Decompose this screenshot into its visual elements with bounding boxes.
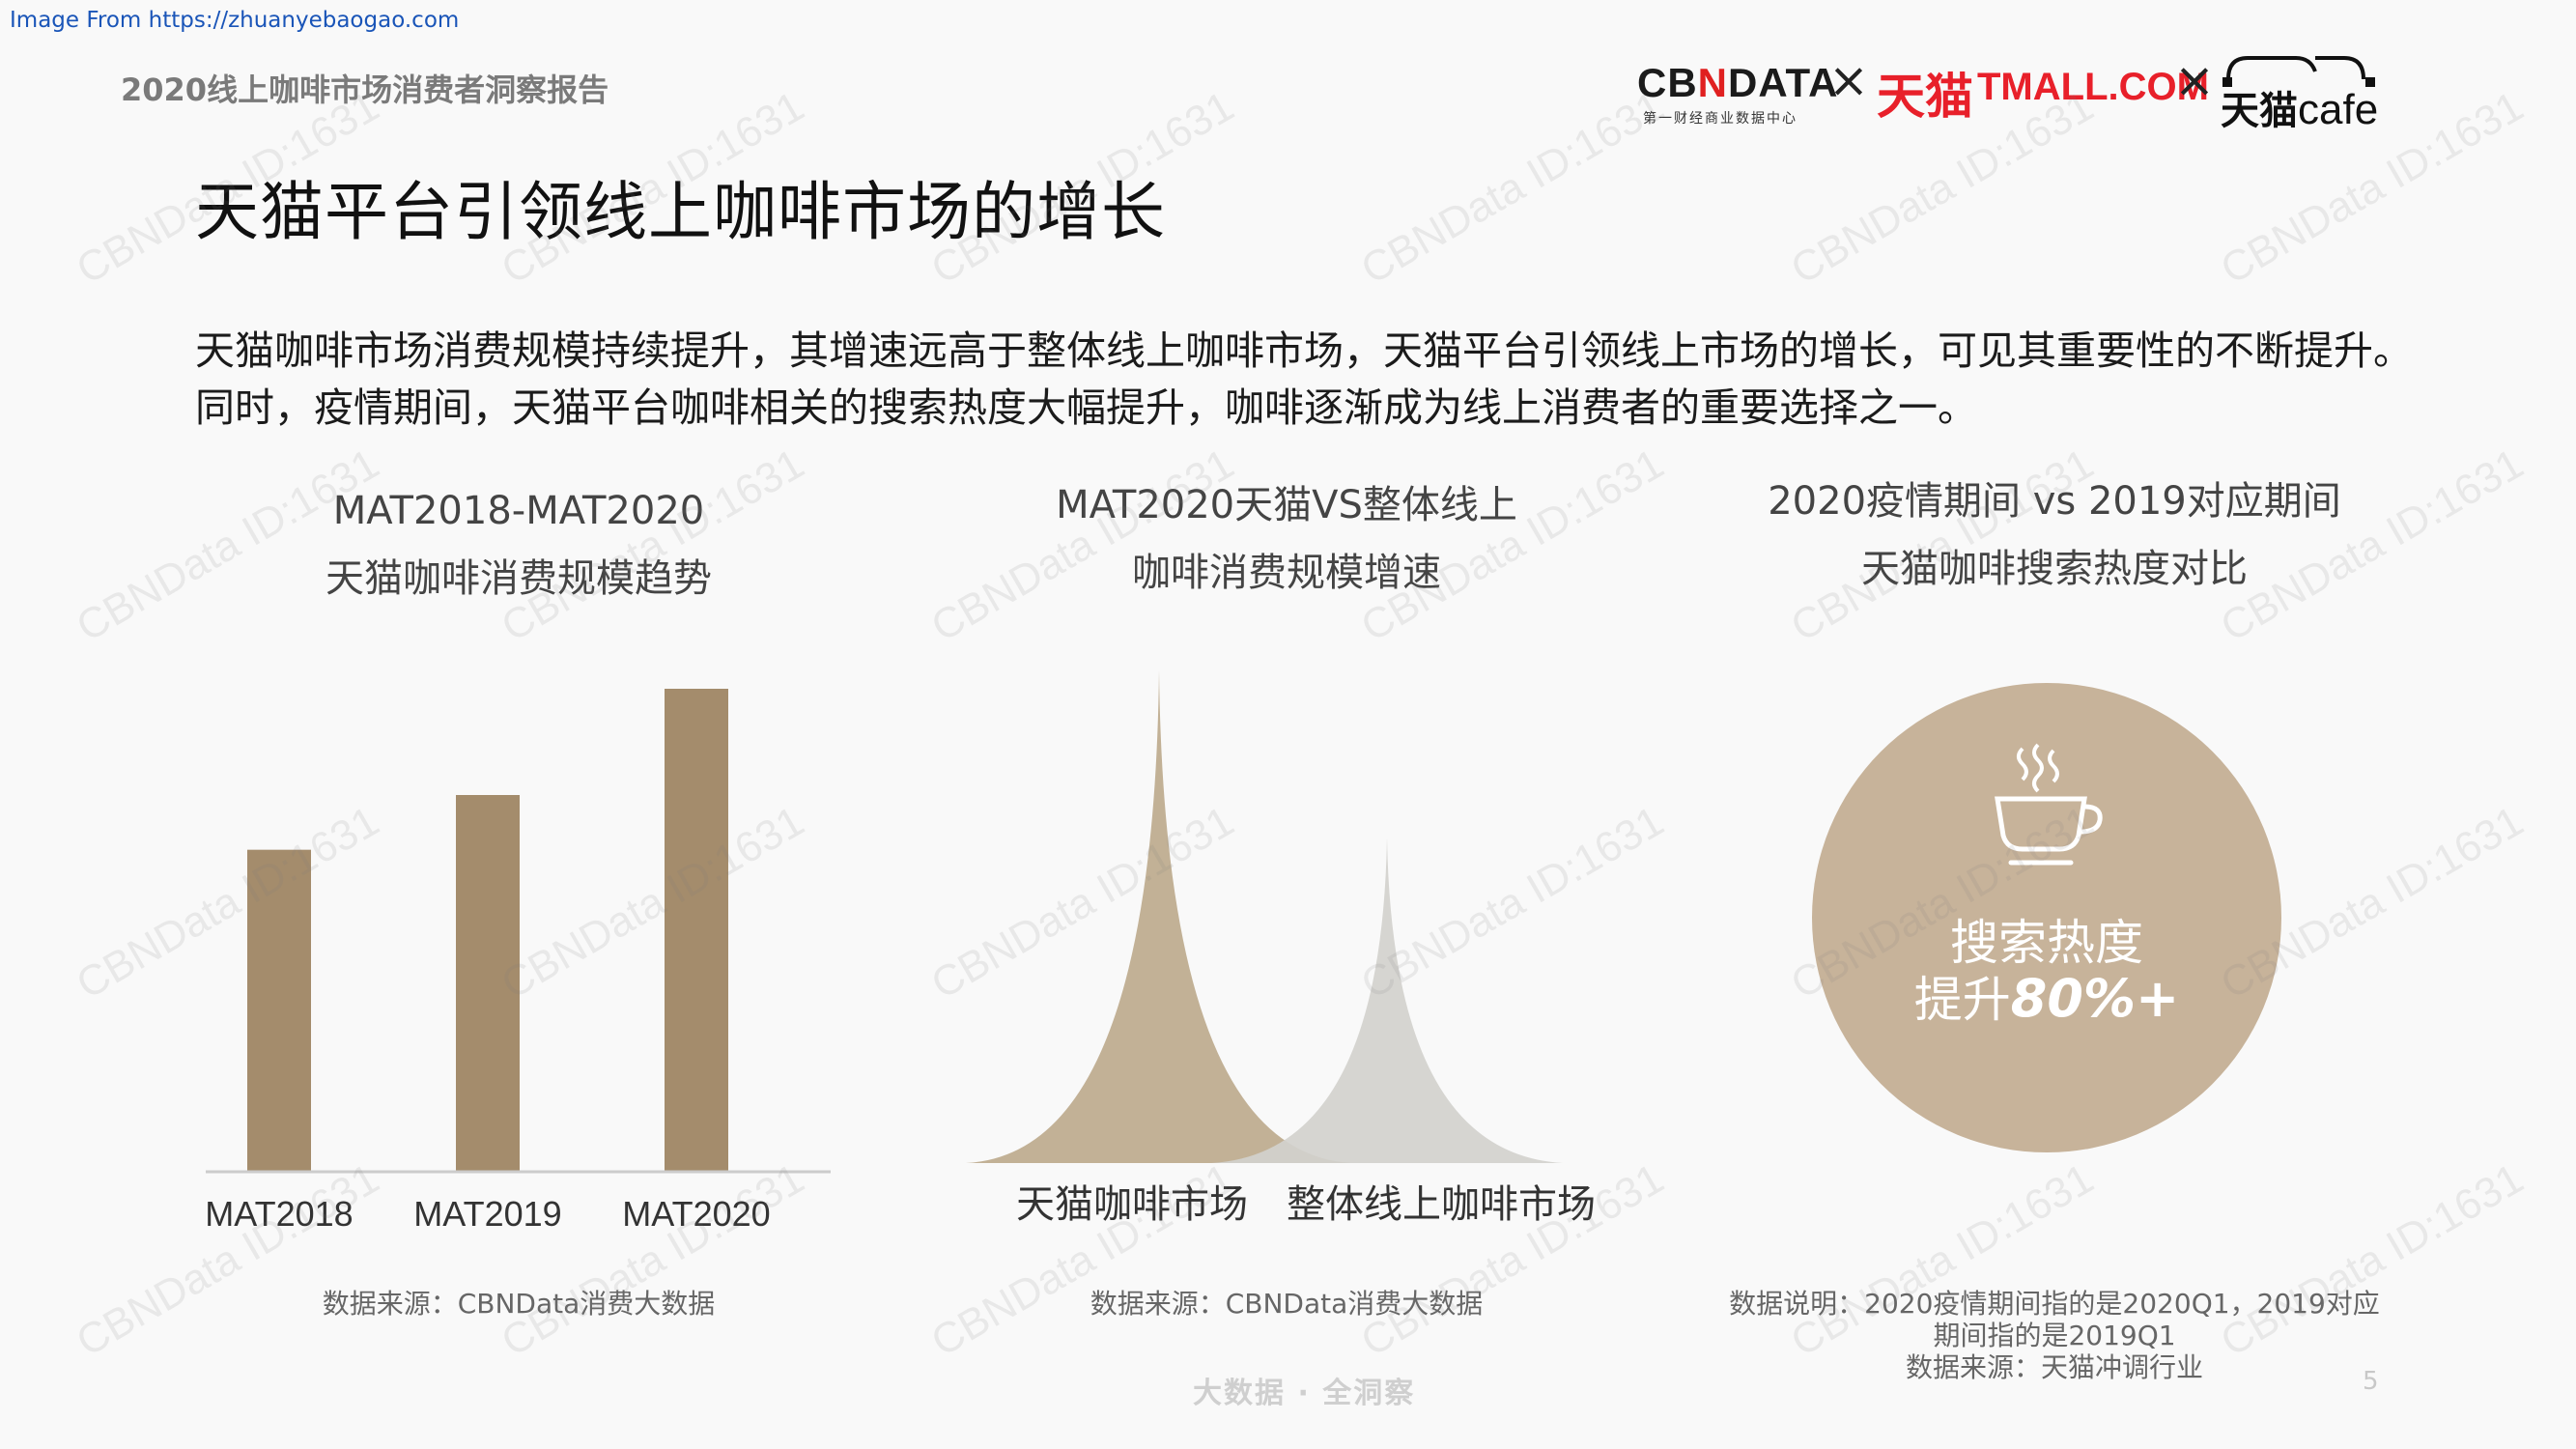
chart1-source: 数据来源：CBNData消费大数据	[322, 1288, 716, 1320]
svg-text:cafe: cafe	[2298, 86, 2378, 133]
bar-mat2018	[247, 849, 311, 1172]
bar-mat2020	[665, 689, 728, 1172]
chart1-title-line2: 天猫咖啡消费规模趋势	[326, 556, 712, 601]
chart1-title: MAT2018-MAT2020 天猫咖啡消费规模趋势	[229, 477, 808, 612]
page-heading: 天猫平台引领线上咖啡市场的增长	[195, 175, 1166, 249]
chart1-title-line1: MAT2018-MAT2020	[332, 489, 705, 533]
chart2-peak-overall	[1211, 838, 1563, 1163]
chart3-title-line2: 天猫咖啡搜索热度对比	[1861, 547, 2248, 591]
report-title: 2020线上咖啡市场消费者洞察报告	[121, 71, 609, 108]
chart1-bar-chart: MAT2018 MAT2019 MAT2020	[205, 689, 831, 1234]
tmall-logo-cn: 天猫	[1877, 69, 1973, 125]
tmall-cafe-logo: 天猫 cafe	[2221, 56, 2378, 133]
circle-label-line1: 搜索热度	[1950, 915, 2143, 971]
circle-label-line2: 提升80%+	[1812, 968, 2281, 1029]
cbndata-logo: CBNDATA	[1637, 60, 1839, 105]
bar-mat2019	[456, 795, 520, 1172]
source-link[interactable]: Image From https://zhuanyebaogao.com	[10, 8, 460, 33]
chart2-title-line2: 咖啡消费规模增速	[1132, 551, 1441, 595]
chart3-note-line1: 数据说明：2020疫情期间指的是2020Q1，2019对应	[1729, 1288, 2380, 1320]
chart2-source: 数据来源：CBNData消费大数据	[1090, 1288, 1484, 1320]
footer-slogan: 大数据 · 全洞察	[1193, 1377, 1416, 1410]
chart3-note-line3: 数据来源：天猫冲调行业	[1905, 1351, 2203, 1383]
watermark: CBNData ID:1631	[1353, 82, 1672, 294]
chart2-peak-chart	[966, 670, 1563, 1163]
intro-paragraph: 天猫咖啡市场消费规模持续提升，其增速远高于整体线上咖啡市场，天猫平台引领线上市场…	[195, 327, 2413, 431]
chart2-label-tmall: 天猫咖啡市场	[1016, 1182, 1248, 1227]
page-number: 5	[2363, 1367, 2379, 1396]
chart2-peak-tmall	[966, 670, 1352, 1163]
bar-label-mat2018: MAT2018	[205, 1194, 353, 1234]
chart3-title: 2020疫情期间 vs 2019对应期间 天猫咖啡搜索热度对比	[1736, 468, 2373, 603]
times-separator-1: ×	[1828, 52, 1869, 108]
tmall-logo-en: TMALL.COM	[1977, 66, 2209, 108]
logo-bar: CBNDATA 第一财经商业数据中心 × 天猫 TMALL.COM × 天猫 c…	[1637, 52, 2400, 137]
circle-label-prefix: 提升	[1913, 972, 2011, 1028]
cbndata-subtitle: 第一财经商业数据中心	[1643, 111, 1798, 127]
svg-text:天猫: 天猫	[2221, 89, 2298, 133]
bar-label-mat2019: MAT2019	[413, 1194, 561, 1234]
circle-label: 搜索热度 提升80%+	[1812, 915, 2281, 1028]
coffee-cup-icon	[1995, 743, 2103, 866]
chart3-title-line1: 2020疫情期间 vs 2019对应期间	[1768, 479, 2341, 524]
chart2-title: MAT2020天猫VS整体线上 咖啡消费规模增速	[997, 471, 1576, 607]
times-separator-2: ×	[2174, 52, 2215, 108]
chart2-label-overall: 整体线上咖啡市场	[1287, 1182, 1596, 1227]
search-heat-circle: 搜索热度 提升80%+	[1812, 683, 2281, 1152]
bar-label-mat2020: MAT2020	[622, 1194, 770, 1234]
chart3-note-line2: 期间指的是2019Q1	[1933, 1320, 2176, 1351]
chart3-notes: 数据说明：2020疫情期间指的是2020Q1，2019对应 期间指的是2019Q…	[1707, 1288, 2402, 1383]
circle-value: 80%+	[2010, 968, 2180, 1029]
chart2-title-line1: MAT2020天猫VS整体线上	[1056, 483, 1517, 527]
